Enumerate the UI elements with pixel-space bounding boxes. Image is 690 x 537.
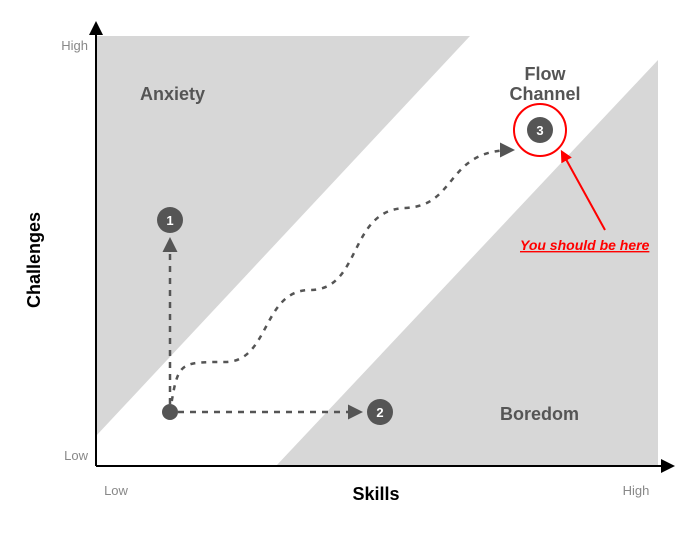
start-dot: [162, 404, 178, 420]
flow-label-line2: Channel: [509, 84, 580, 104]
x-low-label: Low: [104, 483, 128, 498]
marker-3-label: 3: [536, 123, 543, 138]
marker-1-label: 1: [166, 213, 173, 228]
flow-channel-diagram: Anxiety Boredom Flow Channel 1 2 3 You s…: [0, 0, 690, 537]
x-high-label: High: [623, 483, 650, 498]
marker-2: 2: [367, 399, 393, 425]
anxiety-label: Anxiety: [140, 84, 205, 104]
flow-label-line1: Flow: [525, 64, 567, 84]
y-axis-title: Challenges: [24, 212, 44, 308]
marker-3: 3: [527, 117, 553, 143]
y-low-label: Low: [64, 448, 88, 463]
x-axis-title: Skills: [352, 484, 399, 504]
marker-2-label: 2: [376, 405, 383, 420]
marker-1: 1: [157, 207, 183, 233]
boredom-label: Boredom: [500, 404, 579, 424]
y-high-label: High: [61, 38, 88, 53]
callout-text: You should be here: [520, 237, 650, 253]
